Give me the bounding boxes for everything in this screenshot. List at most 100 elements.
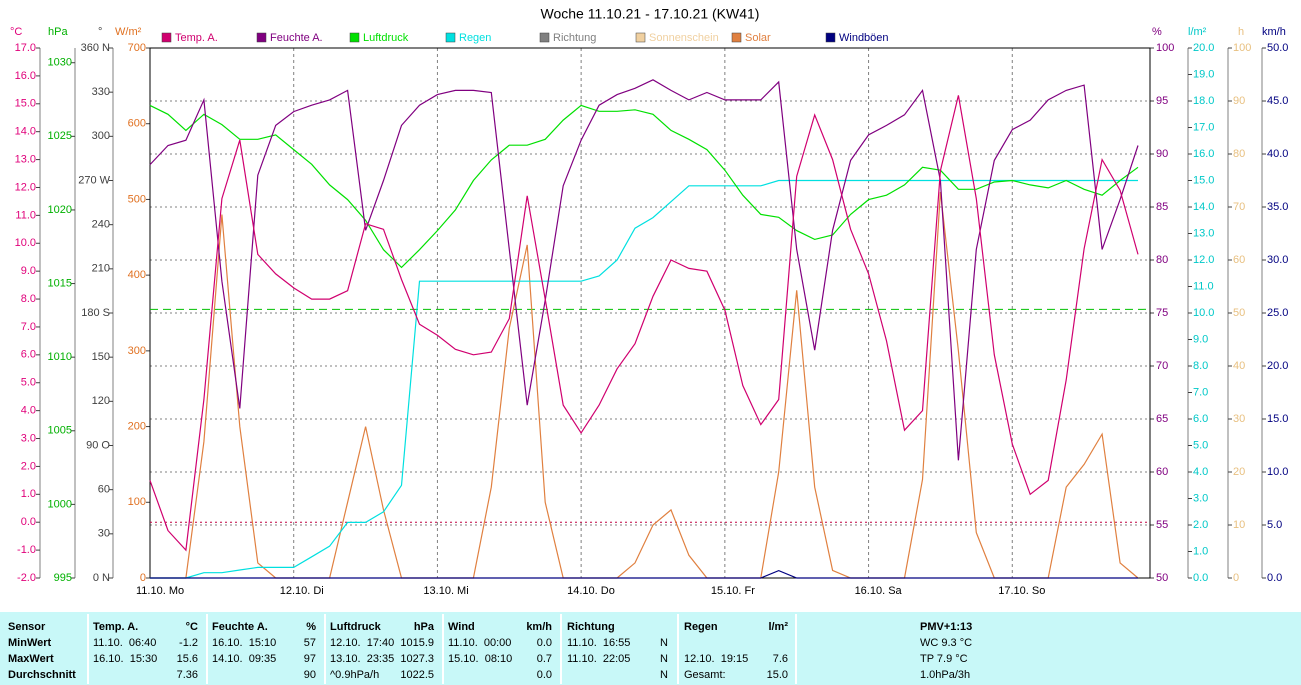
y-tick-label: 1005	[48, 425, 72, 437]
y-tick-label: 210	[92, 263, 110, 275]
x-tick-label: 11.10. Mo	[136, 585, 184, 597]
table-cell: 11.10. 00:00	[448, 637, 511, 649]
y-tick-label: 200	[128, 420, 146, 432]
y-tick-label: 5.0	[21, 377, 36, 389]
y-tick-label: 16.0	[15, 70, 36, 82]
y-tick-label: 5.0	[1193, 439, 1208, 451]
y-tick-label: 0.0	[21, 516, 36, 528]
y-tick-label: -2.0	[17, 572, 36, 584]
table-cell: 11.10. 22:05	[567, 653, 630, 665]
table-cell: N	[660, 669, 668, 681]
y-tick-label: 5.0	[1267, 519, 1282, 531]
table-header: Richtung	[567, 621, 615, 633]
y-tick-label: 300	[92, 130, 110, 142]
y-tick-label: 4.0	[1193, 466, 1208, 478]
y-tick-label: 1025	[48, 130, 72, 142]
y-tick-label: 70	[1156, 360, 1168, 372]
y-tick-label: 360 N	[81, 42, 110, 54]
table-header: °C	[186, 621, 198, 633]
y-tick-label: 6.0	[1193, 413, 1208, 425]
y-tick-label: 2.0	[1193, 519, 1208, 531]
table-cell: 90	[304, 669, 316, 681]
y-tick-label: 600	[128, 118, 146, 130]
y-tick-label: 65	[1156, 413, 1168, 425]
y-tick-label: 8.0	[21, 293, 36, 305]
table-cell: 1022.5	[400, 669, 434, 681]
y-tick-label: 330	[92, 86, 110, 98]
y-tick-label: 100	[1156, 42, 1174, 54]
y-tick-label: 85	[1156, 201, 1168, 213]
y-tick-label: 12.0	[1193, 254, 1214, 266]
y-tick-label: 14.0	[15, 126, 36, 138]
y-tick-label: 30	[98, 528, 110, 540]
table-header: Luftdruck	[330, 621, 382, 633]
y-tick-label: 45.0	[1267, 95, 1288, 107]
y-tick-label: 240	[92, 219, 110, 231]
y-tick-label: 1015	[48, 277, 72, 289]
y-tick-label: 0	[140, 572, 146, 584]
series-line	[149, 104, 1139, 269]
table-cell: -1.2	[179, 637, 198, 649]
legend-label: Windböen	[839, 32, 889, 44]
y-tick-label: 70	[1233, 201, 1245, 213]
y-tick-label: 995	[54, 572, 72, 584]
legend-swatch	[161, 32, 172, 43]
y-tick-label: 35.0	[1267, 201, 1288, 213]
table-cell: 0.0	[537, 669, 552, 681]
table-cell: 0.7	[537, 653, 552, 665]
table-header: PMV+1:13	[920, 621, 972, 633]
y-tick-label: 0 N	[93, 572, 110, 584]
table-cell: N	[660, 637, 668, 649]
y-tick-label: 13.0	[15, 153, 36, 165]
table-header: Regen	[684, 621, 718, 633]
table-cell: MinWert	[8, 637, 52, 649]
y-tick-label: 300	[128, 345, 146, 357]
x-tick-label: 16.10. Sa	[855, 585, 903, 597]
table-header: Feuchte A.	[212, 621, 268, 633]
axis-unit: °	[98, 26, 102, 38]
legend-label: Solar	[745, 32, 771, 44]
y-tick-label: 500	[128, 193, 146, 205]
y-tick-label: 1010	[48, 351, 72, 363]
table-cell: MaxWert	[8, 653, 54, 665]
y-tick-label: 25.0	[1267, 307, 1288, 319]
legend-swatch	[256, 32, 267, 43]
legend-swatch	[445, 32, 456, 43]
legend-label: Feuchte A.	[270, 32, 323, 44]
table-cell: 57	[304, 637, 316, 649]
y-tick-label: 40.0	[1267, 148, 1288, 160]
table-header: hPa	[414, 621, 435, 633]
y-tick-label: 15.0	[15, 98, 36, 110]
y-tick-label: 8.0	[1193, 360, 1208, 372]
axis-unit: h	[1238, 26, 1244, 38]
table-cell: 0.0	[537, 637, 552, 649]
y-tick-label: 15.0	[1193, 174, 1214, 186]
axis-unit: W/m²	[115, 26, 142, 38]
y-tick-label: 1.0	[21, 488, 36, 500]
table-cell: 16.10. 15:30	[93, 653, 157, 665]
axis-unit: l/m²	[1188, 26, 1207, 38]
series-line	[149, 95, 1139, 552]
legend-label: Sonnenschein	[649, 32, 719, 44]
y-tick-label: 17.0	[15, 42, 36, 54]
table-cell: 11.10. 06:40	[93, 637, 156, 649]
y-tick-label: 20.0	[1267, 360, 1288, 372]
y-tick-label: 15.0	[1267, 413, 1288, 425]
y-tick-label: 100	[128, 496, 146, 508]
y-tick-label: 20.0	[1193, 42, 1214, 54]
y-tick-label: 12.0	[15, 181, 36, 193]
y-tick-label: 19.0	[1193, 68, 1214, 80]
table-cell: 11.10. 16:55	[567, 637, 630, 649]
y-tick-label: 700	[128, 42, 146, 54]
table-background	[0, 612, 1301, 685]
table-cell: 7.36	[177, 669, 198, 681]
table-cell: 13.10. 23:35	[330, 653, 394, 665]
y-tick-label: 1000	[48, 498, 72, 510]
series-line	[149, 79, 1139, 461]
table-cell: 1015.9	[400, 637, 434, 649]
x-tick-label: 17.10. So	[998, 585, 1045, 597]
table-cell: 16.10. 15:10	[212, 637, 276, 649]
table-header: %	[306, 621, 316, 633]
